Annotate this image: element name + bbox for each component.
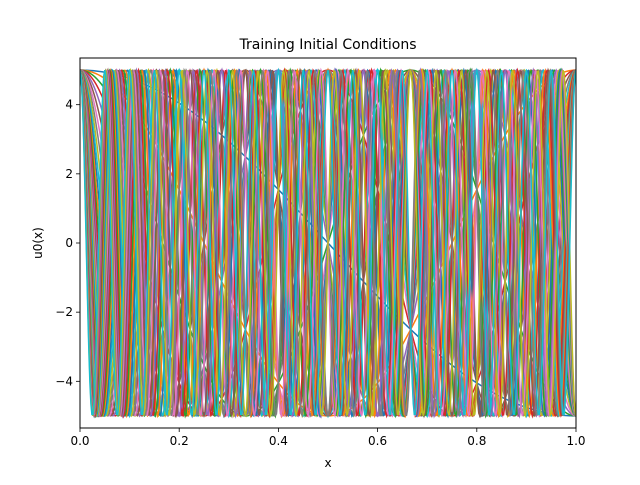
y-tick-label: 0	[65, 236, 73, 250]
series-line-k40	[80, 69, 576, 416]
y-tick-label: −2	[55, 305, 73, 319]
y-tick-label: −4	[55, 374, 73, 388]
x-tick-label: 0.0	[70, 434, 89, 448]
x-tick-label: 0.4	[269, 434, 288, 448]
x-axis-label: x	[324, 456, 331, 470]
y-axis-label: u0(x)	[31, 227, 45, 259]
y-axis: −4 −2 0 2 4	[55, 98, 80, 388]
series-lines	[80, 67, 576, 419]
x-tick-label: 0.6	[368, 434, 387, 448]
x-axis: 0.0 0.2 0.4 0.6 0.8 1.0	[70, 428, 586, 448]
y-tick-label: 4	[65, 98, 73, 112]
x-tick-label: 1.0	[566, 434, 585, 448]
series-line-k39	[80, 67, 576, 419]
x-tick-label: 0.8	[467, 434, 486, 448]
x-tick-label: 0.2	[170, 434, 189, 448]
series-line-k38	[80, 67, 576, 419]
chart-title: Training Initial Conditions	[239, 37, 417, 53]
y-tick-label: 2	[65, 167, 73, 181]
